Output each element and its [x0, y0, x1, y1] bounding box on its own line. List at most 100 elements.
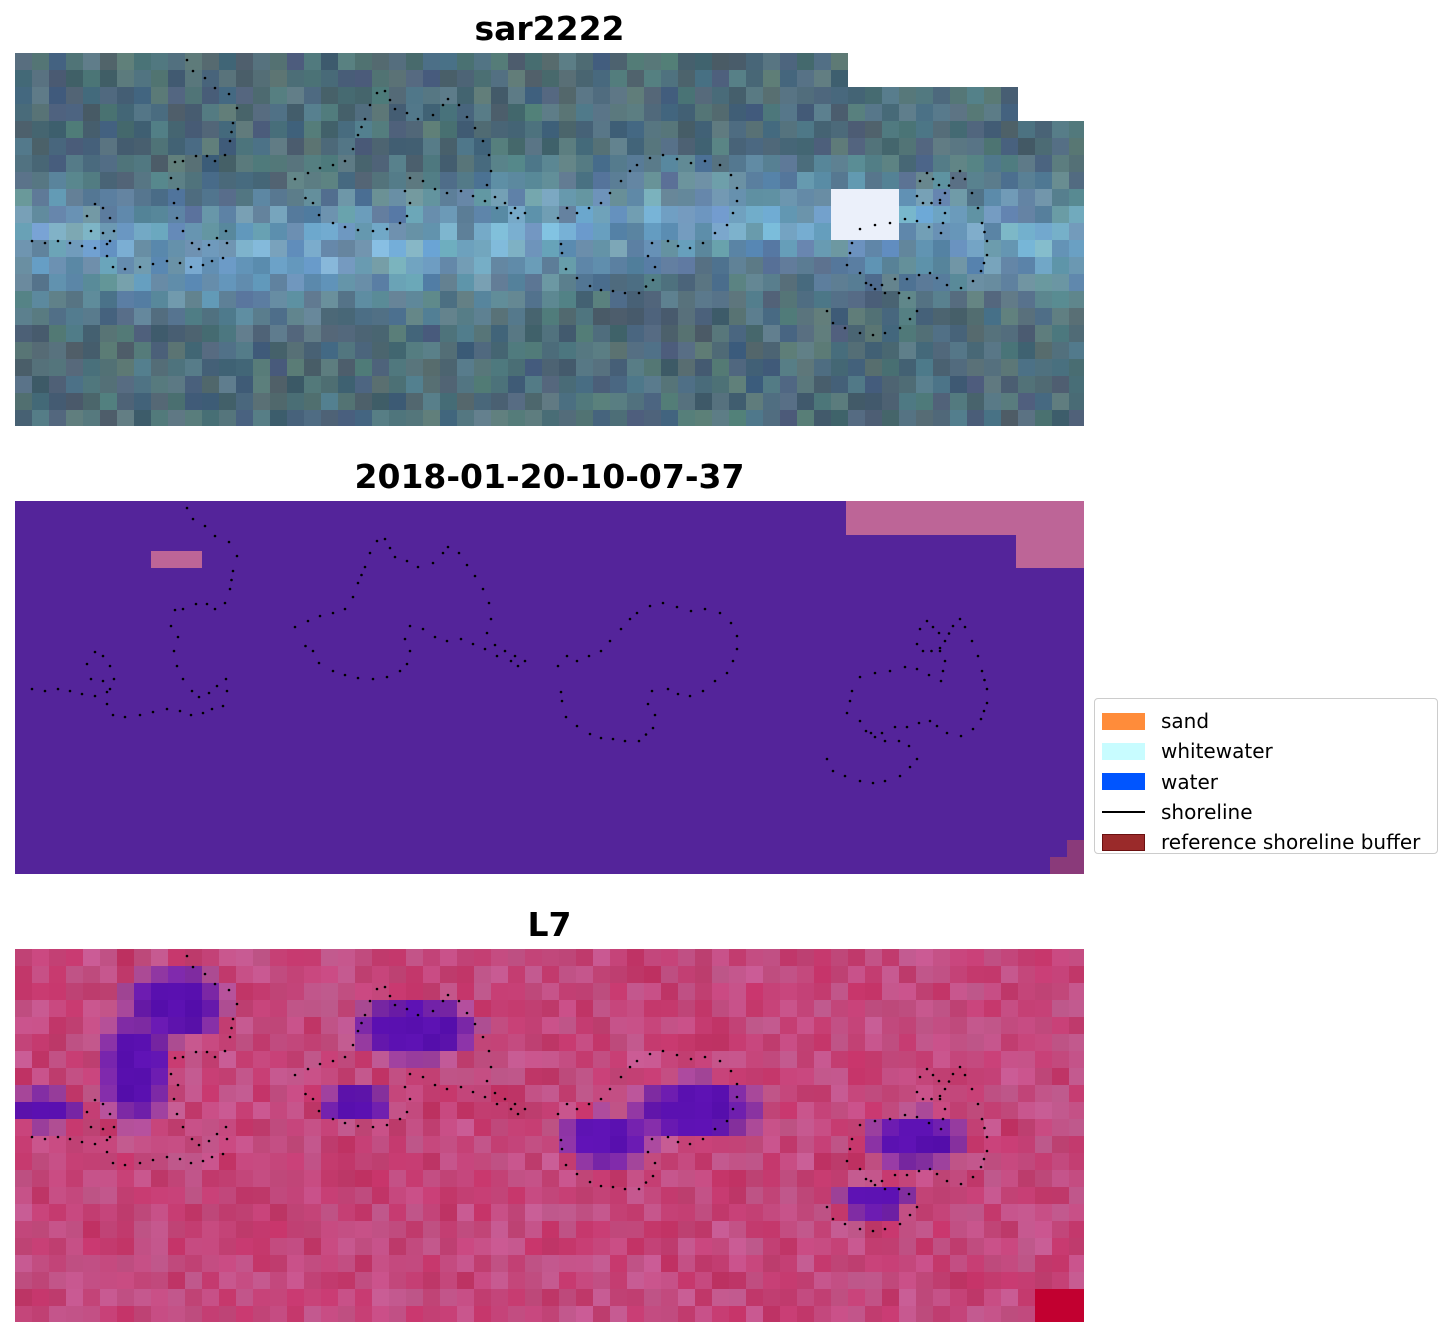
pixel-cell [1035, 410, 1052, 426]
pixel-cell [100, 291, 117, 308]
pixel-cell [406, 342, 423, 359]
pixel-cell [865, 1255, 882, 1272]
pixel-cell [66, 1102, 83, 1119]
pixel-cell [253, 325, 270, 342]
shoreline-point [565, 1102, 569, 1106]
pixel-cell [1001, 1034, 1018, 1051]
pixel-cell [593, 393, 610, 410]
pixel-cell [576, 393, 593, 410]
pixel-cell [100, 359, 117, 376]
pixel-cell [372, 1102, 389, 1119]
pixel-cell [1001, 138, 1018, 155]
pixel-cell [304, 1119, 321, 1136]
shoreline-point [653, 713, 657, 717]
pixel-cell [491, 1034, 508, 1051]
shoreline-point [416, 1013, 420, 1017]
pixel-cell [389, 155, 406, 172]
pixel-cell [678, 53, 695, 70]
pixel-cell [236, 1119, 253, 1136]
shoreline-point [725, 1119, 729, 1123]
pixel-cell [185, 257, 202, 274]
pixel-cell [508, 104, 525, 121]
pixel-cell [151, 983, 168, 1000]
pixel-cell [406, 104, 423, 121]
pixel-cell [661, 1102, 678, 1119]
pixel-cell [100, 393, 117, 410]
pixel-cell [423, 1102, 440, 1119]
pixel-cell [117, 1255, 134, 1272]
pixel-cell [508, 172, 525, 189]
shoreline-point [959, 1182, 963, 1186]
pixel-cell [814, 1170, 831, 1187]
shoreline-point [608, 1087, 612, 1091]
pixel-cell [321, 359, 338, 376]
shoreline-point [985, 1149, 989, 1153]
pixel-cell [491, 1204, 508, 1221]
pixel-cell [32, 1000, 49, 1017]
shoreline-point [151, 1158, 155, 1162]
pixel-cell [270, 949, 287, 966]
pixel-cell [525, 155, 542, 172]
pixel-cell [185, 223, 202, 240]
shoreline-point [375, 539, 379, 543]
pixel-cell [304, 410, 321, 426]
shoreline-point [575, 659, 579, 663]
pixel-cell [32, 53, 49, 70]
pixel-cell [627, 223, 644, 240]
pixel-cell [355, 1272, 372, 1289]
pixel-cell [440, 138, 457, 155]
pixel-cell [899, 1204, 916, 1221]
shoreline-point [189, 713, 193, 717]
pixel-cell [576, 1085, 593, 1102]
pixel-cell [338, 1136, 355, 1153]
pixel-cell [967, 1187, 984, 1204]
pixel-cell [984, 1204, 1001, 1221]
pixel-cell [763, 410, 780, 426]
pixel-cell [678, 1238, 695, 1255]
pixel-cell [644, 70, 661, 87]
pixel-cell [644, 983, 661, 1000]
shoreline-point [688, 246, 692, 250]
shoreline-point [843, 1222, 847, 1226]
shoreline-point [112, 1125, 116, 1129]
pixel-cell [117, 1289, 134, 1306]
pixel-cell [287, 342, 304, 359]
shoreline-point [676, 1140, 680, 1144]
pixel-cell [933, 240, 950, 257]
pixel-cell [933, 1289, 950, 1306]
pixel-cell [576, 1187, 593, 1204]
pixel-cell [542, 1306, 559, 1322]
pixel-cell [423, 1068, 440, 1085]
pixel-cell [814, 966, 831, 983]
shoreline-point [873, 1119, 877, 1123]
pixel-cell [134, 949, 151, 966]
shoreline-point [858, 1227, 862, 1231]
pixel-cell [270, 53, 287, 70]
pixel-cell [950, 1034, 967, 1051]
shoreline-point [169, 176, 173, 180]
pixel-cell [661, 87, 678, 104]
pixel-cell [1001, 172, 1018, 189]
pixel-cell [457, 172, 474, 189]
pixel-cell [780, 1204, 797, 1221]
pixel-cell [474, 206, 491, 223]
pixel-cell [729, 1255, 746, 1272]
pixel-cell [797, 291, 814, 308]
pixel-cell [100, 376, 117, 393]
pixel-cell [15, 1153, 32, 1170]
pixel-cell [508, 1272, 525, 1289]
shoreline-point [970, 1087, 974, 1091]
pixel-cell [1069, 966, 1084, 983]
pixel-cell [627, 376, 644, 393]
pixel-cell [219, 376, 236, 393]
pixel-cell [644, 53, 661, 70]
pixel-cell [389, 1034, 406, 1051]
shoreline-point [165, 1155, 169, 1159]
pixel-cell [1001, 257, 1018, 274]
pixel-cell [440, 393, 457, 410]
pixel-cell [117, 53, 134, 70]
pixel-cell [355, 410, 372, 426]
pixel-cell [66, 308, 83, 325]
pixel-cell [797, 1051, 814, 1068]
pixel-cell [746, 291, 763, 308]
